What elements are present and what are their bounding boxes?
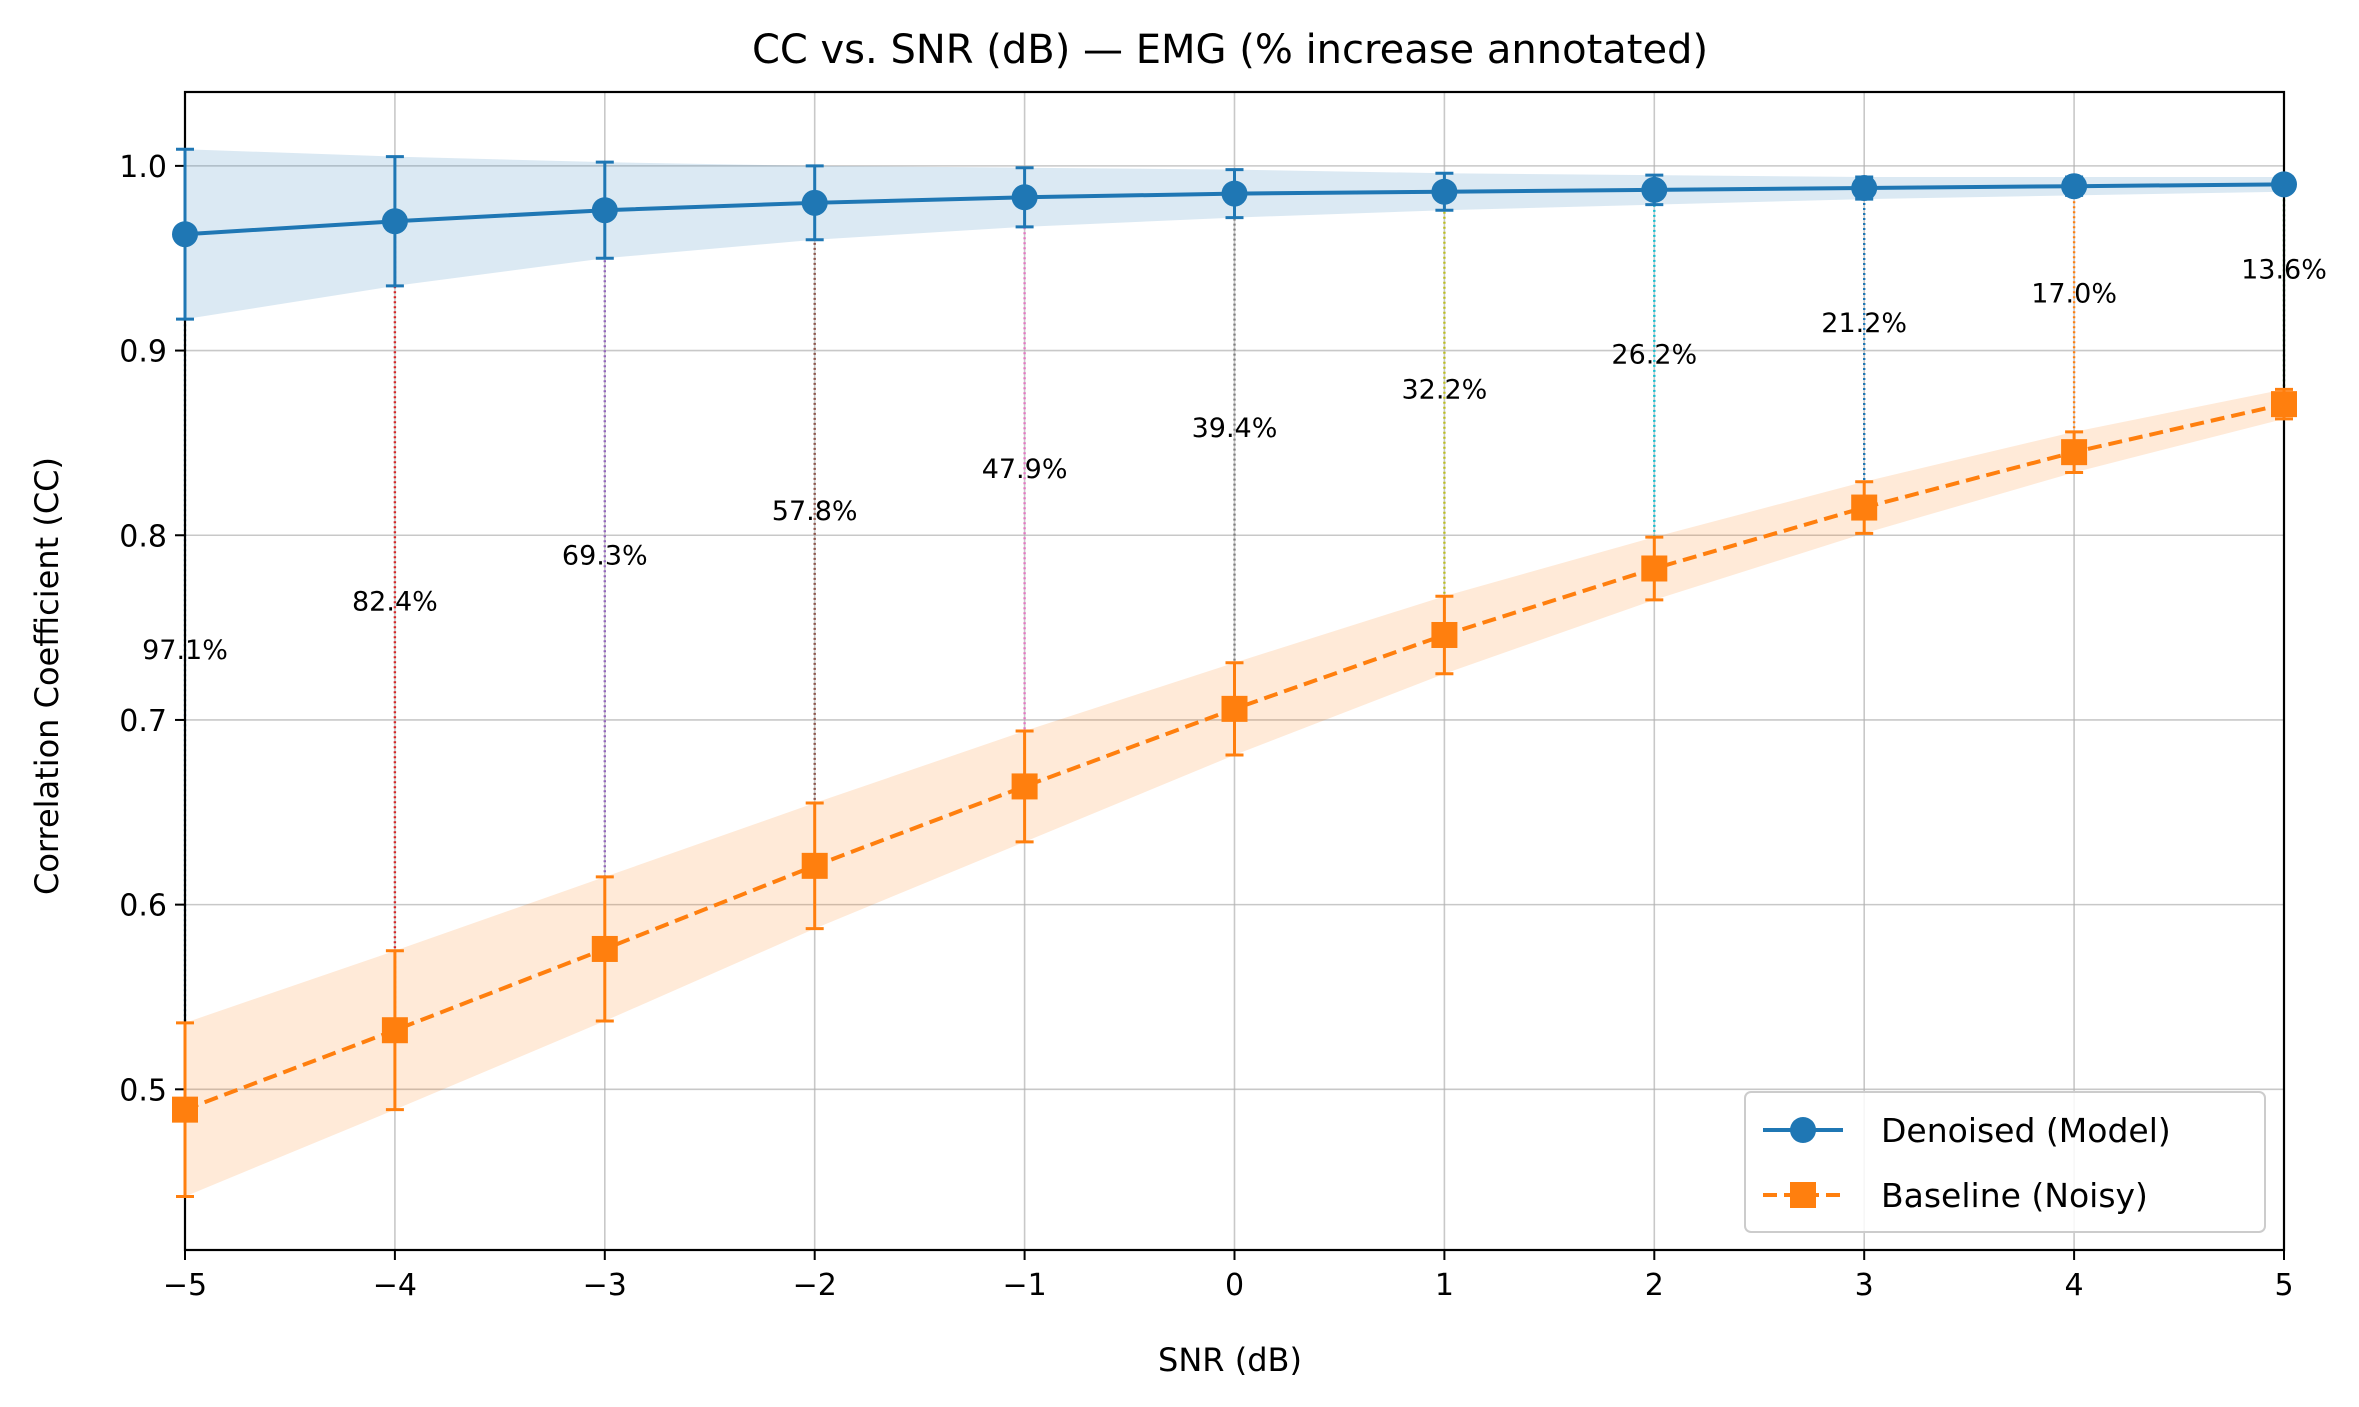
- increase-label: 57.8%: [772, 496, 858, 527]
- x-tick-label: 2: [1645, 1268, 1664, 1303]
- data-point: [1431, 178, 1458, 205]
- increase-annotations: 97.1%82.4%69.3%57.8%47.9%39.4%32.2%26.2%…: [142, 254, 2327, 665]
- x-tick-label: 0: [1225, 1268, 1244, 1303]
- x-tick-label: 1: [1435, 1268, 1454, 1303]
- x-axis: −5 −4 −3 −2 −1 0 1 2 3 4 5: [163, 1250, 2294, 1303]
- legend-marker: [1790, 1182, 1816, 1208]
- x-tick-label: −4: [373, 1268, 417, 1303]
- data-point: [591, 197, 618, 224]
- y-axis-title: Correlation Coefficient (CC): [28, 457, 66, 895]
- chart-title: CC vs. SNR (dB) — EMG (% increase annota…: [752, 27, 1708, 73]
- data-point: [1641, 555, 1668, 582]
- legend-label: Denoised (Model): [1881, 1111, 2171, 1150]
- y-tick-label: 0.7: [119, 704, 167, 739]
- increase-label: 26.2%: [1611, 339, 1697, 370]
- data-point: [381, 208, 408, 235]
- y-tick-label: 0.9: [119, 335, 167, 370]
- data-point: [2271, 391, 2297, 418]
- data-point: [172, 1096, 198, 1123]
- series-markers-layer: [172, 147, 2297, 1198]
- increase-label: 82.4%: [352, 587, 438, 618]
- x-tick-label: −5: [163, 1268, 207, 1303]
- confidence-band: [185, 149, 2284, 320]
- x-axis-title: SNR (dB): [1158, 1341, 1302, 1379]
- data-point: [381, 1017, 408, 1044]
- increase-label: 32.2%: [1402, 374, 1488, 405]
- data-point: [1011, 773, 1038, 800]
- legend-label: Baseline (Noisy): [1881, 1176, 2148, 1215]
- data-point: [1221, 695, 1248, 722]
- y-axis: 0.5 0.6 0.7 0.8 0.9 1.0: [119, 150, 185, 1108]
- data-point: [801, 852, 828, 879]
- data-point: [1851, 494, 1878, 521]
- x-tick-label: −2: [793, 1268, 837, 1303]
- increase-label: 47.9%: [982, 454, 1068, 485]
- data-point: [1431, 621, 1458, 648]
- data-point: [591, 935, 618, 962]
- y-tick-label: 0.5: [119, 1073, 167, 1108]
- y-tick-label: 1.0: [119, 150, 167, 185]
- data-point: [2061, 173, 2088, 200]
- increase-label: 17.0%: [2031, 278, 2117, 309]
- data-point: [172, 221, 198, 248]
- legend: Denoised (Model) Baseline (Noisy): [1744, 1091, 2266, 1233]
- data-point: [2271, 171, 2297, 198]
- x-tick-label: 3: [1855, 1268, 1874, 1303]
- data-point: [801, 189, 828, 216]
- y-tick-label: 0.8: [119, 519, 167, 554]
- increase-label: 69.3%: [562, 541, 648, 572]
- x-tick-label: 4: [2065, 1268, 2084, 1303]
- data-point: [1641, 176, 1668, 203]
- x-tick-label: 5: [2274, 1268, 2293, 1303]
- data-point: [1851, 175, 1878, 202]
- data-point: [1011, 184, 1038, 211]
- increase-label: 21.2%: [1821, 308, 1907, 339]
- increase-label: 39.4%: [1192, 413, 1278, 444]
- legend-box: [1744, 1091, 2266, 1233]
- x-tick-label: −3: [583, 1268, 627, 1303]
- y-tick-label: 0.6: [119, 889, 167, 924]
- data-point: [2061, 439, 2088, 466]
- x-tick-label: −1: [1002, 1268, 1046, 1303]
- data-point: [1221, 180, 1248, 207]
- legend-marker: [1790, 1117, 1816, 1143]
